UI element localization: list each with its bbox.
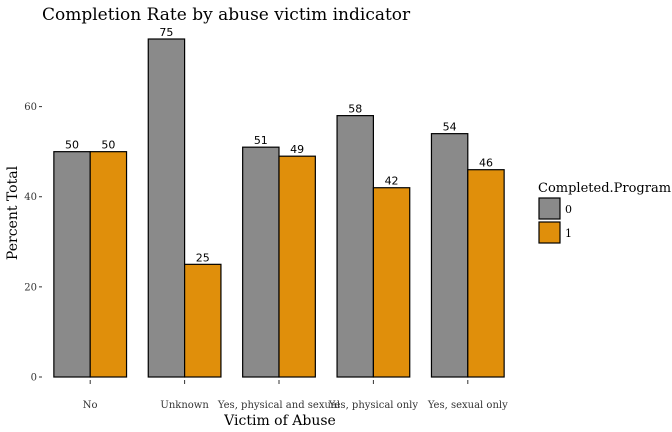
bar-yes-sexual-only-series-1: [467, 169, 505, 378]
legend-label-0: 0: [565, 203, 572, 216]
y-tick-label: 20: [24, 282, 37, 293]
data-label: 51: [254, 134, 268, 147]
chart-title: Completion Rate by abuse victim indicato…: [42, 5, 411, 25]
data-label: 25: [196, 251, 210, 264]
y-tick-label: 40: [24, 192, 37, 203]
y-axis-title: Percent Total: [5, 165, 21, 260]
bar-yes-physical-and-sexual-series-1: [278, 155, 316, 378]
legend-swatch-1: [538, 221, 561, 244]
x-tick-label: Yes, physical and sexual: [217, 400, 340, 411]
legend-label-1: 1: [565, 227, 572, 240]
bar-unknown-series-1: [184, 263, 222, 378]
y-axis: 0 20 40 60: [24, 102, 42, 384]
data-label: 50: [65, 139, 79, 152]
data-label: 54: [443, 121, 457, 134]
legend: Completed.Program 0 1: [538, 181, 671, 244]
x-axis-title: Victim of Abuse: [223, 413, 336, 429]
legend-title: Completed.Program: [538, 181, 671, 196]
data-label: 49: [290, 143, 304, 156]
bar-no-series-0: [53, 151, 91, 378]
data-label: 75: [159, 26, 173, 39]
x-tick-label: No: [83, 400, 98, 411]
legend-swatch-0: [538, 197, 561, 220]
x-tick-label: Yes, sexual only: [427, 400, 508, 411]
x-tick-label: Yes, physical only: [328, 400, 419, 411]
data-label: 58: [348, 103, 362, 116]
y-tick-label: 60: [24, 102, 37, 113]
x-tick-label: Unknown: [160, 400, 209, 411]
bar-yes-sexual-only-series-0: [430, 133, 469, 378]
data-label: 46: [479, 157, 493, 170]
bar-unknown-series-0: [147, 38, 186, 378]
data-label: 42: [385, 175, 399, 188]
bar-yes-physical-only-series-1: [372, 187, 411, 378]
bar-yes-physical-and-sexual-series-0: [242, 146, 280, 378]
bar-no-series-1: [89, 151, 128, 378]
data-labels: 50 50 75 25 51 49 58 42 54 46: [65, 26, 493, 264]
bar-yes-physical-only-series-0: [336, 115, 375, 378]
bars: [53, 38, 505, 378]
y-tick-label: 0: [31, 373, 37, 384]
data-label: 50: [101, 139, 115, 152]
